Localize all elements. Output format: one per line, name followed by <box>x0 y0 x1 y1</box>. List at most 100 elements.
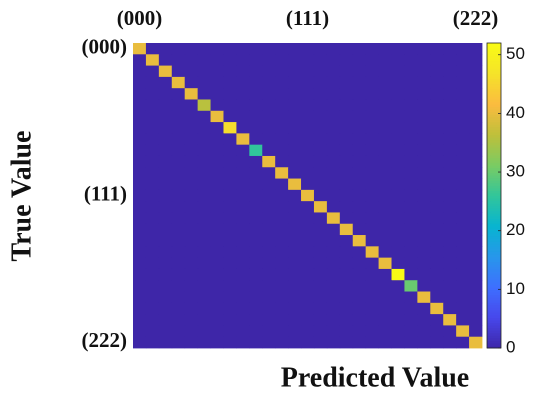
heatmap-cell <box>184 302 199 315</box>
heatmap-cell <box>184 314 199 326</box>
heatmap-cell <box>145 325 160 338</box>
heatmap-cell <box>262 223 276 236</box>
heatmap-cell <box>262 291 276 304</box>
heatmap-cell <box>404 178 418 191</box>
heatmap-cell <box>443 291 457 304</box>
heatmap-cell <box>184 144 199 157</box>
heatmap-cell <box>210 201 224 213</box>
heatmap-cell <box>404 235 418 247</box>
colorbar-segment <box>487 327 501 331</box>
heatmap-cell <box>223 201 237 213</box>
heatmap-cell <box>313 291 328 304</box>
heatmap-cell <box>430 246 444 259</box>
heatmap-cell <box>339 54 354 66</box>
heatmap-cell <box>326 268 341 281</box>
heatmap-cell <box>223 189 237 202</box>
heatmap-cell <box>275 280 289 292</box>
heatmap-cell <box>430 88 444 100</box>
heatmap-cell <box>339 280 354 292</box>
heatmap-cell <box>417 268 431 281</box>
heatmap-cell <box>288 65 302 78</box>
heatmap-cell <box>223 54 237 66</box>
heatmap-cell <box>158 336 173 349</box>
heatmap-cell <box>430 235 444 247</box>
heatmap-cell <box>404 302 418 315</box>
heatmap-cell <box>430 65 444 78</box>
heatmap-cell <box>171 43 186 55</box>
colorbar-segment <box>487 91 501 95</box>
colorbar-segment <box>487 124 501 128</box>
heatmap-cell <box>184 336 199 349</box>
heatmap-cell <box>158 76 173 89</box>
heatmap-cell <box>236 291 250 304</box>
colorbar-segment <box>487 208 501 212</box>
heatmap-cell <box>443 257 457 270</box>
heatmap-cell <box>236 122 250 134</box>
heatmap-cell <box>339 235 354 247</box>
heatmap-cell <box>262 155 276 168</box>
heatmap-cell <box>430 280 444 292</box>
heatmap-cell <box>262 201 276 213</box>
colorbar-segment <box>487 187 501 191</box>
heatmap-cell <box>184 223 199 236</box>
heatmap-cell <box>145 167 160 179</box>
heatmap-cell <box>352 235 367 247</box>
heatmap-cell <box>249 54 263 66</box>
heatmap-cell <box>210 76 224 89</box>
heatmap-cell <box>417 291 431 304</box>
heatmap-cell <box>313 133 328 146</box>
heatmap-cell <box>171 88 186 100</box>
heatmap-cell <box>404 291 418 304</box>
colorbar-segment <box>487 126 501 130</box>
heatmap-cell <box>404 325 418 338</box>
colorbar-segment <box>487 86 501 90</box>
heatmap-cell <box>158 235 173 247</box>
heatmap-cell <box>171 291 186 304</box>
heatmap-cell <box>133 76 147 89</box>
heatmap-cell <box>301 122 315 134</box>
heatmap-cell <box>326 76 341 89</box>
heatmap-cell <box>210 314 224 326</box>
heatmap-cell <box>404 76 418 89</box>
colorbar-segment <box>487 226 501 230</box>
heatmap-cell <box>391 212 405 225</box>
colorbar-segment <box>487 119 501 123</box>
heatmap-cell <box>378 122 392 134</box>
heatmap-cell <box>391 65 405 78</box>
colorbar-segment <box>487 264 501 268</box>
heatmap-cell <box>223 110 237 123</box>
heatmap-cell <box>158 65 173 78</box>
colorbar-segment <box>487 259 501 263</box>
heatmap-cell <box>275 291 289 304</box>
heatmap-cell <box>262 144 276 157</box>
heatmap-cell <box>236 155 250 168</box>
heatmap-cell <box>456 76 470 89</box>
heatmap-cell <box>184 155 199 168</box>
heatmap-cell <box>197 65 211 78</box>
heatmap-cell <box>249 65 263 78</box>
colorbar-segment <box>487 170 501 174</box>
heatmap-cell <box>288 223 302 236</box>
heatmap-cell <box>430 54 444 66</box>
heatmap-cell <box>443 189 457 202</box>
heatmap-cell <box>365 144 379 157</box>
heatmap-cell <box>145 212 160 225</box>
heatmap-cell <box>210 291 224 304</box>
heatmap-cell <box>275 167 289 179</box>
heatmap-cell <box>275 144 289 157</box>
heatmap-cell <box>365 110 379 123</box>
heatmap-cell <box>275 155 289 168</box>
heatmap-cell <box>404 110 418 123</box>
heatmap-cell <box>469 99 483 112</box>
heatmap-cell <box>223 212 237 225</box>
heatmap-cell <box>301 189 315 202</box>
heatmap-cell <box>352 325 367 338</box>
heatmap-cell <box>171 280 186 292</box>
heatmap-cell <box>133 54 147 66</box>
heatmap-cell <box>197 235 211 247</box>
colorbar-segment <box>487 73 501 77</box>
heatmap-cell <box>133 325 147 338</box>
heatmap-cell <box>223 246 237 259</box>
heatmap-cell <box>313 302 328 315</box>
heatmap-cell <box>378 167 392 179</box>
